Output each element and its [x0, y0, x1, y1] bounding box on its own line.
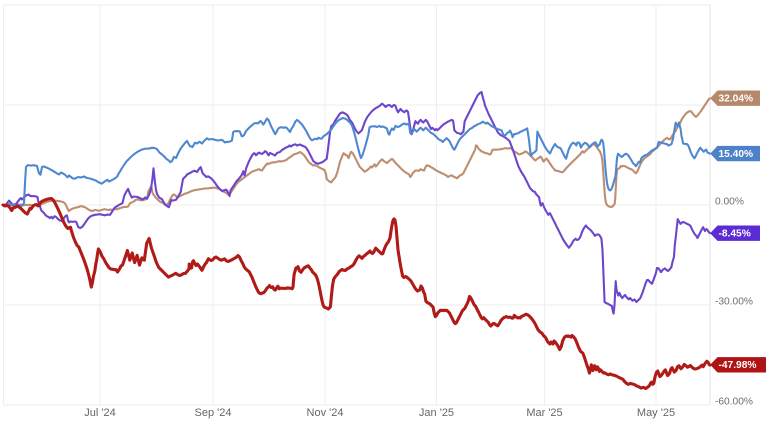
svg-text:-60.00%: -60.00% — [715, 397, 753, 408]
svg-text:0.00%: 0.00% — [715, 197, 744, 208]
svg-text:Jul '24: Jul '24 — [84, 407, 115, 419]
svg-text:15.40%: 15.40% — [719, 149, 754, 160]
svg-text:-8.45%: -8.45% — [719, 229, 751, 240]
svg-text:May '25: May '25 — [637, 407, 675, 419]
svg-text:-30.00%: -30.00% — [715, 297, 753, 308]
svg-text:Nov '24: Nov '24 — [307, 407, 344, 419]
svg-text:-47.98%: -47.98% — [719, 360, 757, 371]
svg-text:Sep '24: Sep '24 — [195, 407, 232, 419]
svg-text:Mar '25: Mar '25 — [526, 407, 562, 419]
svg-text:32.04%: 32.04% — [719, 94, 754, 105]
svg-text:Jan '25: Jan '25 — [419, 407, 454, 419]
